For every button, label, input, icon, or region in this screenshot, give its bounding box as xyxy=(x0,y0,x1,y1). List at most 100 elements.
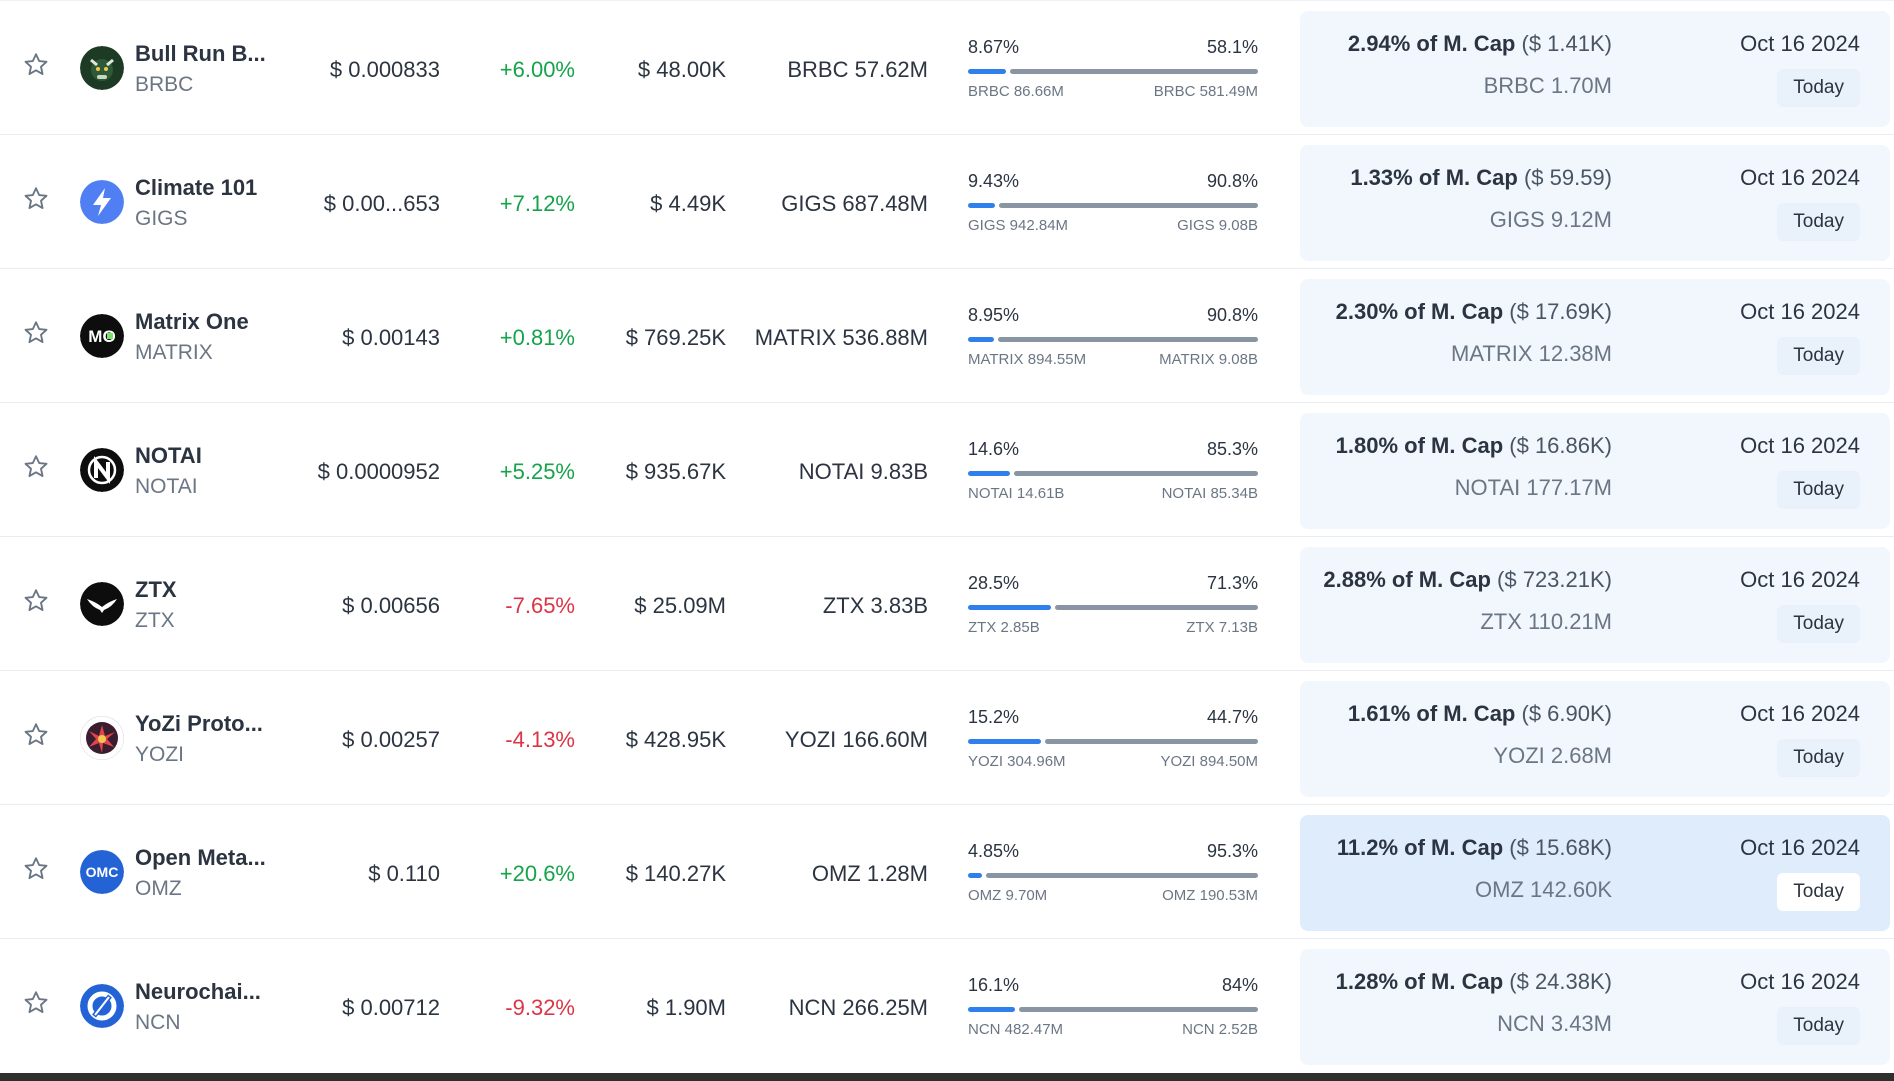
next-unlock-card[interactable]: 11.2% of M. Cap ($ 15.68K) OMZ 142.60K O… xyxy=(1300,815,1890,931)
token-price: $ 0.00...653 xyxy=(323,191,440,216)
price-change: +0.81% xyxy=(499,325,575,350)
table-row[interactable]: OMC Open Meta... OMZ $ 0.110 +20.6% $ 14… xyxy=(0,804,1894,938)
progress-bar-unlocked xyxy=(968,739,1041,744)
today-badge[interactable]: Today xyxy=(1777,605,1860,643)
favorite-star-icon[interactable] xyxy=(22,989,50,1017)
locked-percent: 44.7% xyxy=(1206,707,1258,727)
table-row[interactable]: MO Matrix One MATRIX $ 0.00143 +0.81% $ … xyxy=(0,268,1894,402)
unlocked-amount: ZTX 2.85B xyxy=(968,619,1040,636)
unlock-market-cap-share: 2.88% of M. Cap ($ 723.21K) xyxy=(1323,567,1612,593)
progress-bar xyxy=(968,471,1258,476)
unlock-value: ($ 1.41K) xyxy=(1521,31,1613,56)
unlock-value: ($ 16.86K) xyxy=(1509,433,1612,458)
bottom-edge xyxy=(0,1073,1894,1081)
unlocked-amount: OMZ 9.70M xyxy=(968,887,1048,904)
token-symbol: OMZ xyxy=(135,877,182,900)
today-badge[interactable]: Today xyxy=(1777,739,1860,777)
today-badge[interactable]: Today xyxy=(1777,1007,1860,1045)
unlocked-amount: GIGS 942.84M xyxy=(968,217,1069,234)
next-unlock-card[interactable]: 1.61% of M. Cap ($ 6.90K) YOZI 2.68M Oct… xyxy=(1300,681,1890,797)
favorite-star-icon[interactable] xyxy=(22,185,50,213)
table-row[interactable]: Neurochai... NCN $ 0.00712 -9.32% $ 1.90… xyxy=(0,938,1894,1072)
next-unlock-card[interactable]: 1.33% of M. Cap ($ 59.59) GIGS 9.12M Oct… xyxy=(1300,145,1890,261)
unlock-percent: 1.28% of M. Cap xyxy=(1335,969,1504,994)
unlock-market-cap-share: 11.2% of M. Cap ($ 15.68K) xyxy=(1337,835,1612,861)
trading-volume: $ 1.90M xyxy=(646,995,727,1020)
progress-bar-locked xyxy=(1055,605,1258,610)
unlock-market-cap-share: 1.33% of M. Cap ($ 59.59) xyxy=(1350,165,1612,191)
trading-volume: $ 769.25K xyxy=(625,325,726,350)
token-symbol: BRBC xyxy=(135,73,194,96)
table-row[interactable]: ZTX ZTX $ 0.00656 -7.65% $ 25.09M ZTX 3.… xyxy=(0,536,1894,670)
favorite-star-icon[interactable] xyxy=(22,51,50,79)
next-unlock-card[interactable]: 1.80% of M. Cap ($ 16.86K) NOTAI 177.17M… xyxy=(1300,413,1890,529)
token-name[interactable]: Bull Run B... xyxy=(135,41,266,66)
favorite-star-icon[interactable] xyxy=(22,453,50,481)
locked-percent: 95.3% xyxy=(1206,841,1258,861)
unlocked-amount: NOTAI 14.61B xyxy=(968,485,1065,502)
progress-bar-unlocked xyxy=(968,471,1010,476)
unlock-market-cap-share: 1.28% of M. Cap ($ 24.38K) xyxy=(1336,969,1612,995)
progress-bar-locked xyxy=(1045,739,1258,744)
progress-bar xyxy=(968,203,1258,208)
unlock-date: Oct 16 2024 xyxy=(1740,701,1860,726)
unlock-market-cap-share: 2.94% of M. Cap ($ 1.41K) xyxy=(1348,31,1612,57)
favorite-star-icon[interactable] xyxy=(22,587,50,615)
token-price: $ 0.00712 xyxy=(342,995,440,1020)
progress-bar-unlocked xyxy=(968,873,982,878)
price-change: -9.32% xyxy=(505,995,575,1020)
locked-percent: 58.1% xyxy=(1206,37,1258,57)
favorite-star-icon[interactable] xyxy=(22,855,50,883)
price-change: +5.25% xyxy=(499,459,575,484)
svg-text:MO: MO xyxy=(88,327,115,346)
table-row[interactable]: YoZi Proto... YOZI $ 0.00257 -4.13% $ 42… xyxy=(0,670,1894,804)
favorite-star-icon[interactable] xyxy=(22,721,50,749)
token-name[interactable]: Matrix One xyxy=(135,309,249,334)
token-name[interactable]: Open Meta... xyxy=(135,845,266,870)
circulating-supply: YOZI 166.60M xyxy=(784,727,928,752)
unlocked-percent: 14.6% xyxy=(968,439,1020,459)
token-symbol: NCN xyxy=(135,1011,181,1034)
unlock-date: Oct 16 2024 xyxy=(1740,835,1860,860)
unlock-value: ($ 15.68K) xyxy=(1509,835,1612,860)
progress-bar-unlocked xyxy=(968,69,1006,74)
circulating-supply: BRBC 57.62M xyxy=(787,57,928,82)
unlock-date: Oct 16 2024 xyxy=(1740,433,1860,458)
omc-logo-icon: OMC xyxy=(80,850,124,894)
today-badge[interactable]: Today xyxy=(1777,873,1860,911)
today-badge[interactable]: Today xyxy=(1777,337,1860,375)
price-change: +6.00% xyxy=(499,57,575,82)
token-name[interactable]: Neurochai... xyxy=(135,979,261,1004)
token-name[interactable]: ZTX xyxy=(135,577,177,602)
unlocked-amount: NCN 482.47M xyxy=(968,1021,1064,1038)
today-badge[interactable]: Today xyxy=(1777,203,1860,241)
token-name[interactable]: Climate 101 xyxy=(135,175,258,200)
next-unlock-card[interactable]: 1.28% of M. Cap ($ 24.38K) NCN 3.43M Oct… xyxy=(1300,949,1890,1065)
next-unlock-card[interactable]: 2.94% of M. Cap ($ 1.41K) BRBC 1.70M Oct… xyxy=(1300,11,1890,127)
token-price: $ 0.00656 xyxy=(342,593,440,618)
trading-volume: $ 140.27K xyxy=(625,861,726,886)
token-name[interactable]: YoZi Proto... xyxy=(135,711,263,736)
table-row[interactable]: NOTAI NOTAI $ 0.0000952 +5.25% $ 935.67K… xyxy=(0,402,1894,536)
favorite-star-icon[interactable] xyxy=(22,319,50,347)
locked-percent: 84% xyxy=(1221,975,1258,995)
bull-logo-icon xyxy=(80,46,124,90)
today-badge[interactable]: Today xyxy=(1777,69,1860,107)
table-row[interactable]: Bull Run B... BRBC $ 0.000833 +6.00% $ 4… xyxy=(0,0,1894,134)
today-badge[interactable]: Today xyxy=(1777,471,1860,509)
locked-percent: 71.3% xyxy=(1206,573,1258,593)
table-row[interactable]: Climate 101 GIGS $ 0.00...653 +7.12% $ 4… xyxy=(0,134,1894,268)
locked-percent: 85.3% xyxy=(1206,439,1258,459)
unlock-percent: 2.94% of M. Cap xyxy=(1347,31,1516,56)
token-name[interactable]: NOTAI xyxy=(135,443,202,468)
circulating-supply: MATRIX 536.88M xyxy=(754,325,928,350)
unlock-amount: YOZI 2.68M xyxy=(1493,743,1612,768)
token-price: $ 0.00143 xyxy=(342,325,440,350)
unlock-date: Oct 16 2024 xyxy=(1740,165,1860,190)
bird-logo-icon xyxy=(80,582,124,626)
progress-bar-unlocked xyxy=(968,203,995,208)
locked-amount: ZTX 7.13B xyxy=(1186,619,1258,636)
trading-volume: $ 48.00K xyxy=(637,57,726,82)
next-unlock-card[interactable]: 2.30% of M. Cap ($ 17.69K) MATRIX 12.38M… xyxy=(1300,279,1890,395)
next-unlock-card[interactable]: 2.88% of M. Cap ($ 723.21K) ZTX 110.21M … xyxy=(1300,547,1890,663)
